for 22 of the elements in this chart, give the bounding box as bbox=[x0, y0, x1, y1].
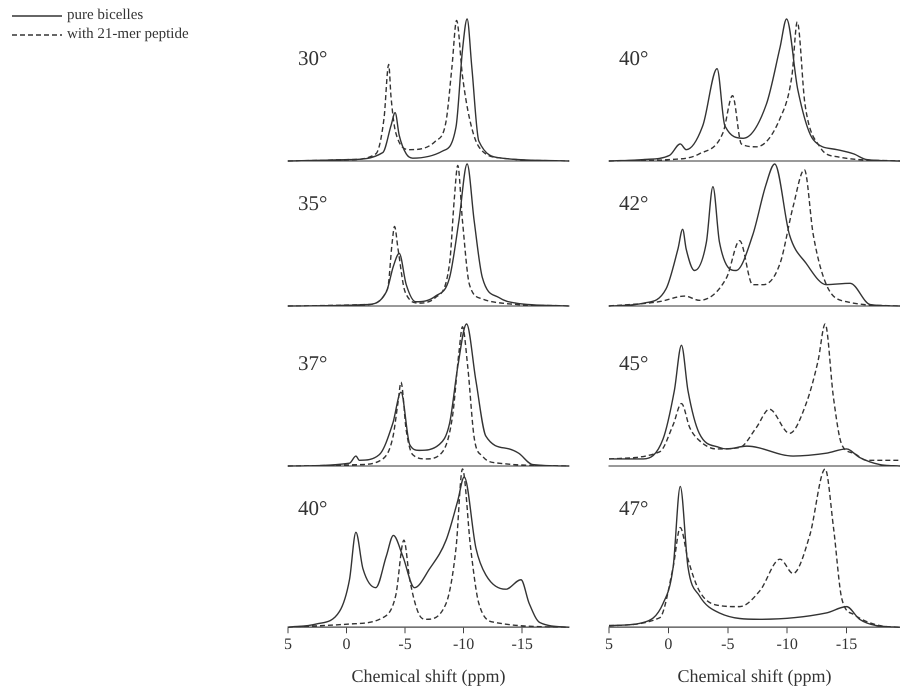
x-tick-label: 0 bbox=[342, 636, 351, 654]
x-tick-label: -15 bbox=[836, 636, 858, 654]
text: 40° bbox=[619, 46, 648, 70]
x-axis-title: Chemical shift (ppm) bbox=[678, 666, 832, 686]
x-tick-label: -15 bbox=[512, 636, 533, 654]
x-tick-label: -10 bbox=[452, 636, 474, 654]
legend-label: pure bicelles bbox=[67, 7, 144, 24]
text: 42° bbox=[619, 191, 648, 215]
x-tick-label: 5 bbox=[284, 636, 292, 654]
x-tick-label: 5 bbox=[605, 636, 613, 654]
legend-label: with 21-mer peptide bbox=[67, 26, 189, 43]
x-axis-title: Chemical shift (ppm) bbox=[352, 666, 506, 686]
text: 37° bbox=[298, 351, 328, 375]
x-tick-label: -5 bbox=[398, 636, 412, 654]
x-tick-label: -5 bbox=[721, 636, 734, 654]
x-tick-label: -10 bbox=[776, 636, 798, 654]
text: 35° bbox=[298, 191, 328, 215]
x-tick-label: 0 bbox=[664, 636, 672, 654]
text: 30° bbox=[298, 46, 328, 70]
text: 47° bbox=[619, 496, 648, 520]
text: 45° bbox=[619, 351, 648, 375]
text: 40° bbox=[298, 496, 328, 520]
